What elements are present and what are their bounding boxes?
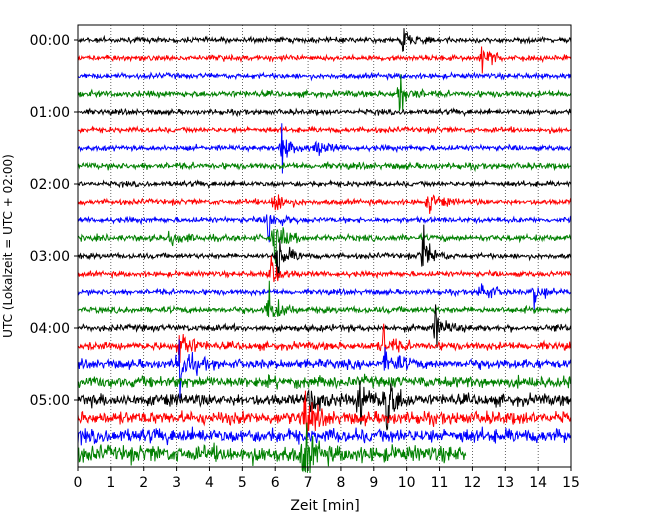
trace-layer bbox=[77, 28, 572, 474]
seismic-trace bbox=[77, 339, 572, 399]
y-tick-label: 04:00 bbox=[30, 321, 70, 337]
seismic-trace bbox=[77, 179, 572, 190]
x-tick-label: 9 bbox=[369, 475, 378, 491]
seismic-trace bbox=[77, 28, 572, 52]
seismic-trace bbox=[77, 390, 572, 440]
seismic-trace bbox=[77, 323, 572, 363]
seismic-trace bbox=[77, 194, 572, 214]
y-tick-label: 00:00 bbox=[30, 33, 70, 49]
seismic-trace bbox=[77, 422, 467, 474]
x-tick-label: 2 bbox=[139, 475, 148, 491]
x-axis: 0 1 2 3 4 5 6 7 8 9 10 11 12 13 14 15 bbox=[74, 467, 580, 491]
plot-background bbox=[78, 25, 571, 467]
y-tick-label: 02:00 bbox=[30, 177, 70, 193]
x-axis-label: Zeit [min] bbox=[290, 498, 359, 514]
seismic-trace bbox=[77, 214, 572, 243]
seismic-trace bbox=[77, 74, 572, 112]
y-axis: 00:00 01:00 02:00 03:00 04:00 05:00 bbox=[30, 33, 78, 409]
seismic-trace bbox=[77, 304, 572, 348]
y-axis-label: UTC (Lokalzeit = UTC + 02:00) bbox=[1, 154, 15, 338]
y-tick-label: 01:00 bbox=[30, 105, 70, 121]
x-tick-label: 7 bbox=[304, 475, 313, 491]
x-tick-label: 11 bbox=[431, 475, 449, 491]
x-tick-label: 14 bbox=[529, 475, 547, 491]
seismic-trace bbox=[77, 46, 572, 74]
seismic-trace bbox=[77, 71, 572, 82]
y-tick-label: 03:00 bbox=[30, 249, 70, 265]
x-tick-label: 15 bbox=[562, 475, 580, 491]
seismic-trace bbox=[77, 283, 572, 311]
x-tick-label: 8 bbox=[336, 475, 345, 491]
seismic-trace bbox=[77, 373, 572, 390]
seismic-trace bbox=[77, 426, 572, 446]
seismic-trace bbox=[77, 380, 572, 431]
x-tick-label: 12 bbox=[463, 475, 481, 491]
x-tick-label: 0 bbox=[74, 475, 83, 491]
y-tick-label: 05:00 bbox=[30, 393, 70, 409]
seismic-trace bbox=[77, 255, 572, 283]
x-tick-label: 5 bbox=[238, 475, 247, 491]
seismic-trace bbox=[77, 160, 572, 173]
x-tick-label: 4 bbox=[205, 475, 214, 491]
seismic-trace bbox=[77, 107, 572, 118]
seismic-trace bbox=[77, 123, 572, 174]
plot-frame bbox=[77, 24, 572, 468]
x-tick-label: 13 bbox=[496, 475, 514, 491]
x-tick-label: 1 bbox=[106, 475, 115, 491]
seismic-trace bbox=[77, 227, 572, 265]
x-tick-label: 6 bbox=[271, 475, 280, 491]
seismic-trace bbox=[77, 224, 572, 279]
x-tick-label: 10 bbox=[398, 475, 416, 491]
seismic-trace bbox=[77, 280, 572, 318]
x-tick-label: 3 bbox=[172, 475, 181, 491]
seismic-trace bbox=[77, 125, 572, 135]
